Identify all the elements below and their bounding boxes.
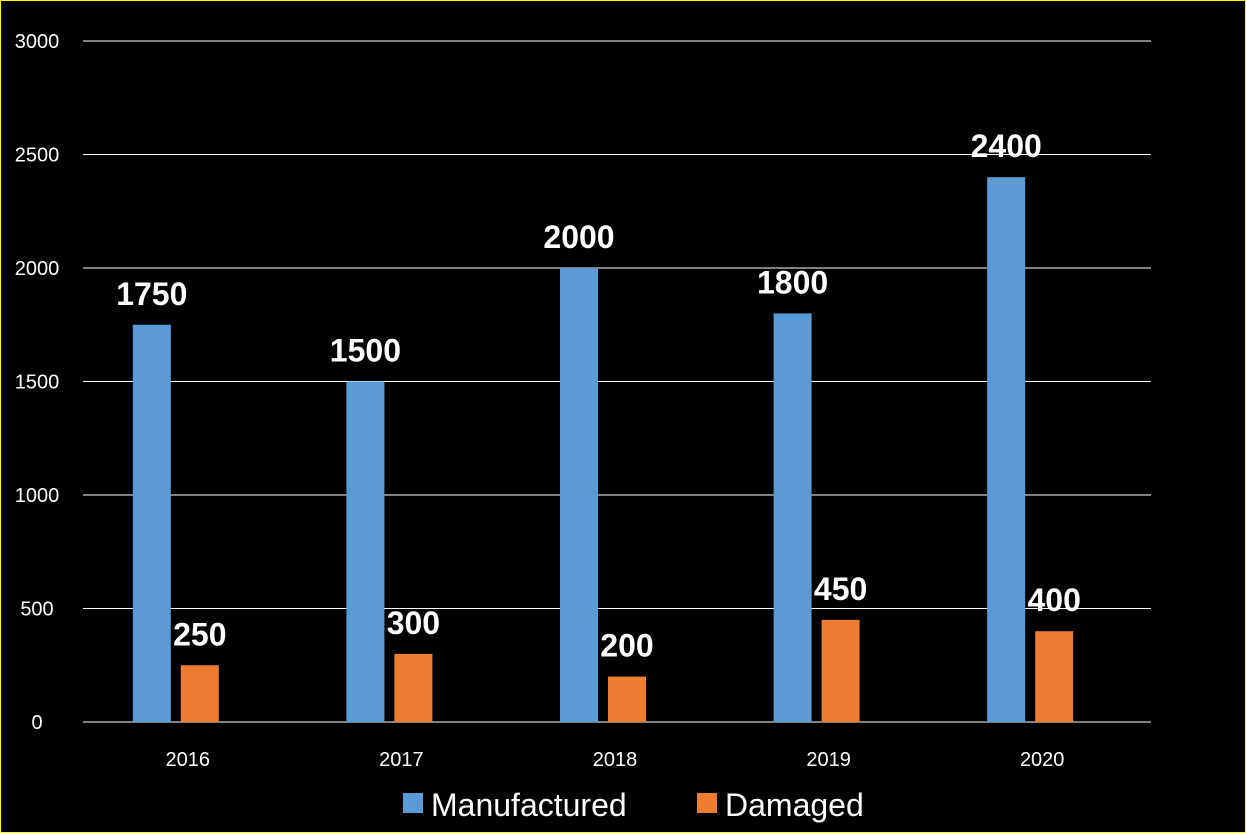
x-tick-label: 2016 (166, 749, 211, 771)
data-label-manufactured-2019: 1800 (757, 264, 828, 300)
x-tick-label: 2020 (1020, 749, 1065, 771)
y-tick-label: 1500 (15, 372, 60, 394)
bar-damaged-2016 (180, 665, 219, 722)
y-tick-label: 1000 (15, 485, 60, 507)
y-axis-ticks: 0 500 1000 1500 2000 2500 3000 (15, 31, 60, 734)
data-label-damaged-2019: 450 (814, 571, 867, 607)
bar-manufactured-2019 (773, 313, 812, 722)
data-labels: 1750 250 1500 300 2000 200 1800 450 2400 400 (116, 128, 1081, 663)
bar-manufactured-2018 (560, 268, 598, 722)
y-tick-label: 0 (31, 712, 42, 734)
data-label-damaged-2018: 200 (600, 628, 653, 664)
legend-label-damaged: Damaged (725, 787, 864, 823)
bar-damaged-2018 (608, 676, 646, 722)
data-label-manufactured-2020: 2400 (971, 128, 1042, 164)
data-label-damaged-2016: 250 (173, 616, 226, 652)
data-label-damaged-2017: 300 (387, 605, 440, 641)
x-axis-ticks: 2016 2017 2018 2019 2020 (166, 749, 1065, 771)
bar-manufactured-2020 (987, 177, 1026, 722)
bars (132, 177, 1074, 722)
legend-swatch-damaged (697, 793, 717, 813)
data-label-damaged-2020: 400 (1028, 582, 1081, 618)
bar-damaged-2019 (821, 619, 860, 722)
legend-swatch-manufactured (403, 793, 423, 813)
y-tick-label: 3000 (15, 31, 60, 53)
x-tick-label: 2018 (593, 749, 638, 771)
legend: Manufactured Damaged (403, 787, 864, 823)
y-tick-label: 2500 (15, 145, 60, 167)
bar-damaged-2020 (1035, 631, 1074, 722)
x-tick-label: 2019 (806, 749, 851, 771)
gridlines (83, 40, 1151, 723)
y-tick-label: 2000 (15, 258, 60, 280)
bar-manufactured-2016 (132, 324, 171, 722)
x-tick-label: 2017 (379, 749, 424, 771)
bar-damaged-2017 (394, 653, 433, 722)
y-tick-label: 500 (20, 599, 53, 621)
data-label-manufactured-2016: 1750 (116, 276, 187, 312)
data-label-manufactured-2017: 1500 (330, 333, 401, 369)
legend-label-manufactured: Manufactured (431, 787, 627, 823)
bar-manufactured-2017 (346, 381, 385, 722)
data-label-manufactured-2018: 2000 (543, 219, 614, 255)
